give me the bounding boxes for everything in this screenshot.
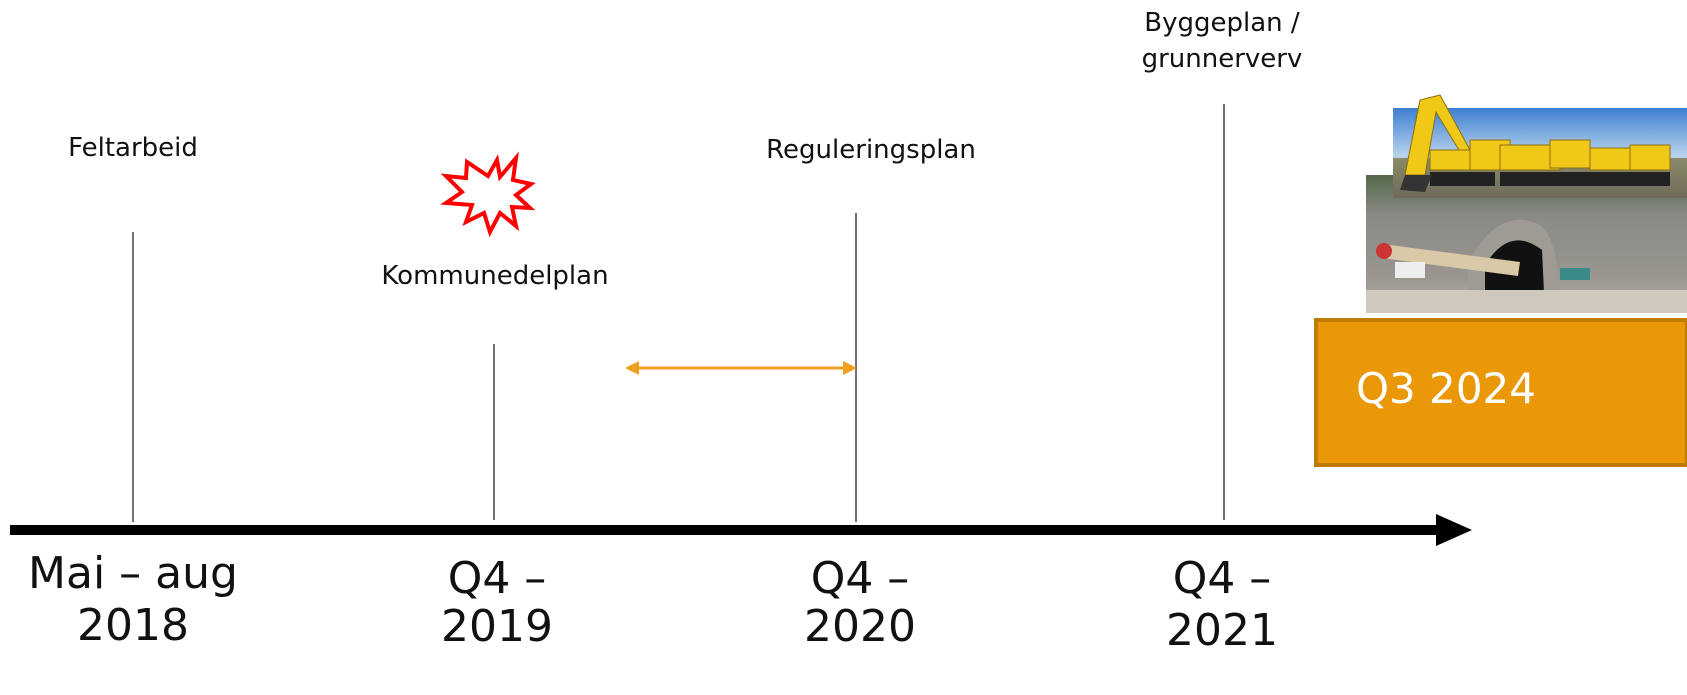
milestone-label: Byggeplan / bbox=[1144, 8, 1300, 38]
timeline: Feltarbeid Kommunedelplan Reguleringspla… bbox=[0, 0, 1687, 695]
milestone-date: 2020 bbox=[804, 601, 916, 652]
milestone-label: Feltarbeid bbox=[68, 133, 198, 163]
milestone-date: Q4 – bbox=[448, 553, 547, 604]
page: {"milestones": [ {"label": ["Feltarbeid"… bbox=[0, 0, 1687, 695]
milestone-date: Q4 – bbox=[811, 553, 910, 604]
milestone-label: grunnerverv bbox=[1142, 44, 1303, 74]
milestone-date: Mai – aug bbox=[28, 548, 238, 599]
starburst bbox=[446, 158, 531, 232]
milestone-label: Reguleringsplan bbox=[766, 135, 976, 165]
excavator-photo bbox=[1393, 95, 1687, 198]
axis-arrowhead bbox=[1436, 514, 1472, 546]
milestone-date: Q4 – bbox=[1173, 553, 1272, 604]
milestone-date: 2021 bbox=[1166, 605, 1278, 656]
duration-arrow bbox=[625, 361, 857, 375]
milestone-date: 2018 bbox=[77, 600, 189, 651]
milestone-date: 2019 bbox=[441, 601, 553, 652]
milestone-label: Kommunedelplan bbox=[381, 261, 608, 291]
current-phase-label: Q3 2024 bbox=[1356, 364, 1536, 413]
